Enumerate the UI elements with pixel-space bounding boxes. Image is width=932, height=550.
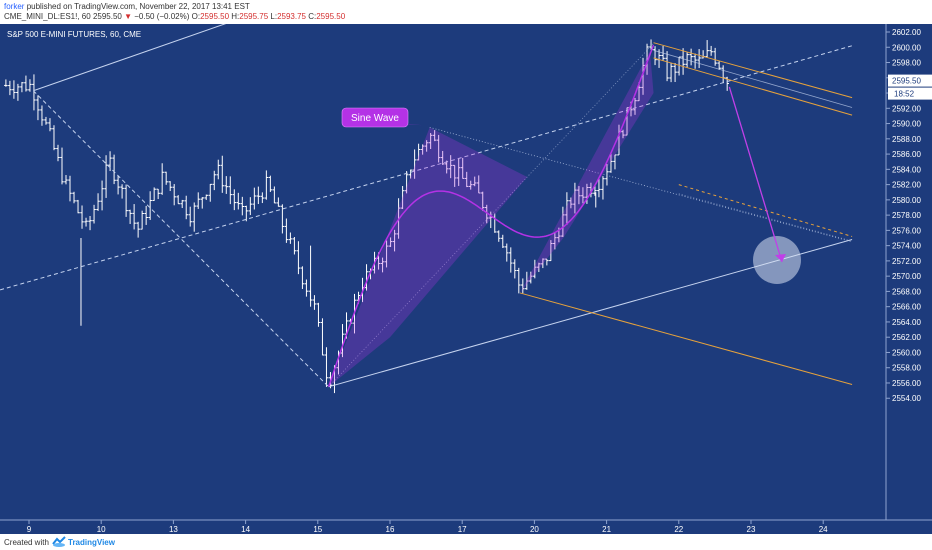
time-tick-label: 10 [97,525,106,534]
price-tick-label: 2572.00 [892,257,921,266]
time-tick-label: 9 [27,525,32,534]
last-price-label: 2595.50 [892,77,921,86]
change-down-icon: ▼ [124,12,133,21]
tradingview-logo-icon [52,536,66,547]
time-tick-label: 17 [458,525,467,534]
published-text: published on TradingView.com, November 2… [26,2,250,11]
target-circle [753,236,801,284]
price-tick-label: 2586.00 [892,150,921,159]
created-with-text: Created with [4,538,49,547]
time-tick-label: 14 [241,525,250,534]
lower-channel-line [519,292,853,385]
price-tick-label: 2558.00 [892,364,921,373]
projection-arrow [728,86,783,263]
price-tick-label: 2560.00 [892,348,921,357]
symbol-name: CME_MINI_DL:ES1!, 60 [4,12,91,21]
price-tick-label: 2592.00 [892,104,921,113]
upper-trendline [33,24,227,92]
author-link[interactable]: forker [4,2,25,11]
chart-area[interactable]: Sine Wave S&P 500 E-MINI FUTURES, 60, CM… [0,24,932,534]
time-tick-label: 13 [169,525,178,534]
low-value: 2593.75 [277,12,306,21]
last-price: 2595.50 [92,12,122,21]
price-tick-label: 2600.00 [892,43,921,52]
price-tick-label: 2602.00 [892,28,921,37]
sine-wave-curve [327,44,655,388]
price-tick-label: 2570.00 [892,272,921,281]
candles-layer [4,39,729,394]
header-bar: forker published on TradingView.com, Nov… [0,0,932,24]
price-axis-panel [886,24,932,534]
upper-channel-line-b [653,49,853,108]
price-tick-label: 2554.00 [892,394,921,403]
target-dotted-line [678,193,853,242]
time-tick-label: 15 [313,525,322,534]
price-tick-label: 2580.00 [892,196,921,205]
open-label: O: [191,12,201,21]
low-label: L: [270,12,278,21]
symbol-info: CME_MINI_DL:ES1!, 60 2595.50 ▼ −0.50 (−0… [4,11,345,22]
time-tick-label: 20 [530,525,539,534]
price-tick-label: 2576.00 [892,226,921,235]
time-tick-label: 22 [674,525,683,534]
price-tick-label: 2574.00 [892,242,921,251]
price-tick-label: 2566.00 [892,303,921,312]
open-value: 2595.50 [200,12,230,21]
drawings-layer: Sine Wave [0,24,853,388]
fan-dotted-line [328,43,654,388]
sine-band-shade-1 [328,127,528,387]
chart-title: S&P 500 E-MINI FUTURES, 60, CME [7,30,141,39]
price-tick-label: 2578.00 [892,211,921,220]
price-tick-label: 2590.00 [892,120,921,129]
countdown-badge [888,87,932,100]
close-value: 2595.50 [316,12,346,21]
footer-bar: Created with TradingView [0,534,932,550]
descending-dashed-line [32,90,329,388]
callout-text: Sine Wave [351,113,399,124]
sine-band-shade-2 [519,51,654,293]
callout-box [341,107,409,128]
axis-layer: S&P 500 E-MINI FUTURES, 60, CME 2554.00 25… [0,24,932,534]
price-tick-label: 2562.00 [892,333,921,342]
price-change: −0.50 (−0.02%) [134,12,190,21]
tradingview-brand[interactable]: TradingView [68,538,115,547]
price-tick-label: 2582.00 [892,181,921,190]
countdown-label: 18:52 [894,90,915,99]
time-tick-label: 16 [386,525,395,534]
last-price-badge [888,74,932,87]
upper-channel-line-c [653,57,853,116]
projection-dotted-line [429,126,853,243]
price-tick-label: 2598.00 [892,59,921,68]
upper-channel-line-a [653,42,853,99]
target-channel-line [678,184,853,237]
price-chart[interactable]: Sine Wave S&P 500 E-MINI FUTURES, 60, CM… [0,24,932,534]
close-label: C: [308,12,317,21]
price-tick-label: 2556.00 [892,379,921,388]
publish-info: forker published on TradingView.com, Nov… [4,1,250,12]
time-tick-label: 23 [747,525,756,534]
high-value: 2595.75 [239,12,269,21]
price-tick-label: 2564.00 [892,318,921,327]
time-tick-label: 24 [819,525,828,534]
dashed-trendline [0,45,853,291]
price-tick-label: 2568.00 [892,287,921,296]
projection-arrowhead [775,254,786,262]
high-label: H: [231,12,240,21]
price-tick-label: 2584.00 [892,165,921,174]
time-tick-label: 21 [602,525,611,534]
price-tick-label: 2588.00 [892,135,921,144]
